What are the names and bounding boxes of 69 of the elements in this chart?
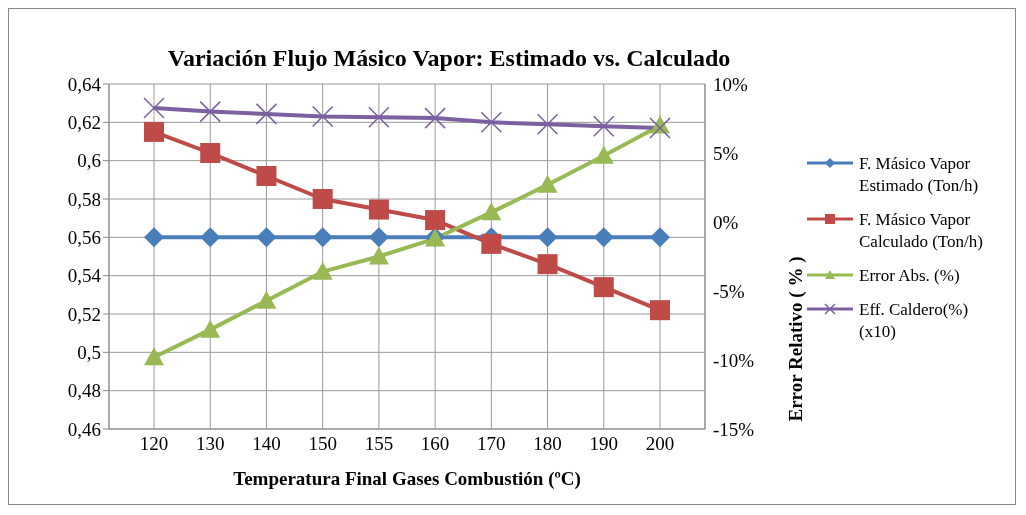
- point: [537, 227, 558, 248]
- point: [256, 227, 277, 248]
- point: [144, 347, 164, 366]
- point: [480, 111, 503, 134]
- point: [312, 227, 333, 248]
- point: [199, 100, 221, 123]
- y-tick-label: 0,54: [67, 265, 102, 287]
- y-tick-label: 0,46: [67, 418, 101, 440]
- legend-label: F. Másico Vapor Calculado (Ton/h): [859, 209, 984, 253]
- point: [200, 227, 221, 248]
- y2-tick-label: -10%: [713, 349, 755, 371]
- y-tick-label: 0,5: [77, 342, 101, 364]
- y2-axis-title: Error Relativo ( % ): [784, 256, 807, 422]
- y2-tick-label: -5%: [713, 280, 745, 302]
- legend-label: Eff. Caldero(%) (x10): [859, 299, 970, 343]
- point: [537, 174, 558, 193]
- point: [593, 277, 614, 298]
- y-tick-label: 0,6: [77, 150, 101, 172]
- point: [650, 227, 670, 248]
- point: [312, 261, 333, 280]
- point: [481, 202, 502, 221]
- x-tick-label: 130: [195, 433, 225, 455]
- y2-tick-label: -15%: [713, 418, 755, 440]
- point: [425, 210, 446, 231]
- x-tick-label: 180: [533, 433, 562, 455]
- x-tick-label: 200: [645, 433, 675, 455]
- point: [143, 97, 165, 119]
- point: [593, 115, 615, 137]
- point: [424, 107, 446, 129]
- y2-tick-label: 10%: [713, 73, 748, 95]
- point: [537, 254, 558, 275]
- point: [368, 227, 389, 248]
- point: [650, 300, 670, 321]
- point: [312, 189, 333, 209]
- x-tick-label: 170: [477, 433, 506, 455]
- x-axis-title: Temperatura Final Gases Combustión (ºC): [233, 468, 581, 490]
- point: [536, 113, 559, 135]
- point: [256, 290, 277, 309]
- point: [311, 105, 334, 128]
- y2-tick-label: 0%: [713, 211, 739, 233]
- legend-label: Error Abs. (%): [859, 265, 960, 287]
- y-tick-label: 0,58: [67, 188, 101, 210]
- point: [255, 103, 278, 125]
- point: [593, 227, 614, 248]
- x-tick-label: 150: [308, 433, 337, 455]
- point: [256, 166, 277, 186]
- y-tick-label: 0,62: [67, 112, 101, 134]
- point: [144, 121, 164, 142]
- x-tick-label: 160: [420, 433, 450, 455]
- y-tick-label: 0,52: [67, 303, 101, 325]
- point: [200, 319, 221, 338]
- point: [481, 233, 502, 254]
- y-tick-label: 0,64: [67, 73, 102, 95]
- point: [144, 227, 164, 248]
- y-tick-label: 0,48: [67, 380, 101, 402]
- x-tick-label: 140: [252, 433, 281, 455]
- point: [368, 199, 389, 220]
- point: [368, 106, 390, 128]
- x-tick-label: 155: [364, 433, 394, 455]
- x-tick-label: 190: [589, 433, 619, 455]
- point: [200, 143, 221, 163]
- x-tick-label: 120: [139, 433, 169, 455]
- y-tick-label: 0,56: [67, 227, 101, 249]
- point: [649, 117, 671, 139]
- y2-tick-label: 5%: [713, 142, 739, 164]
- chart-title: Variación Flujo Másico Vapor: Estimado vs. Calculado: [166, 45, 732, 72]
- legend-label: F. Másico Vapor Estimado (Ton/h): [859, 153, 980, 197]
- point: [593, 145, 614, 164]
- point: [368, 246, 389, 265]
